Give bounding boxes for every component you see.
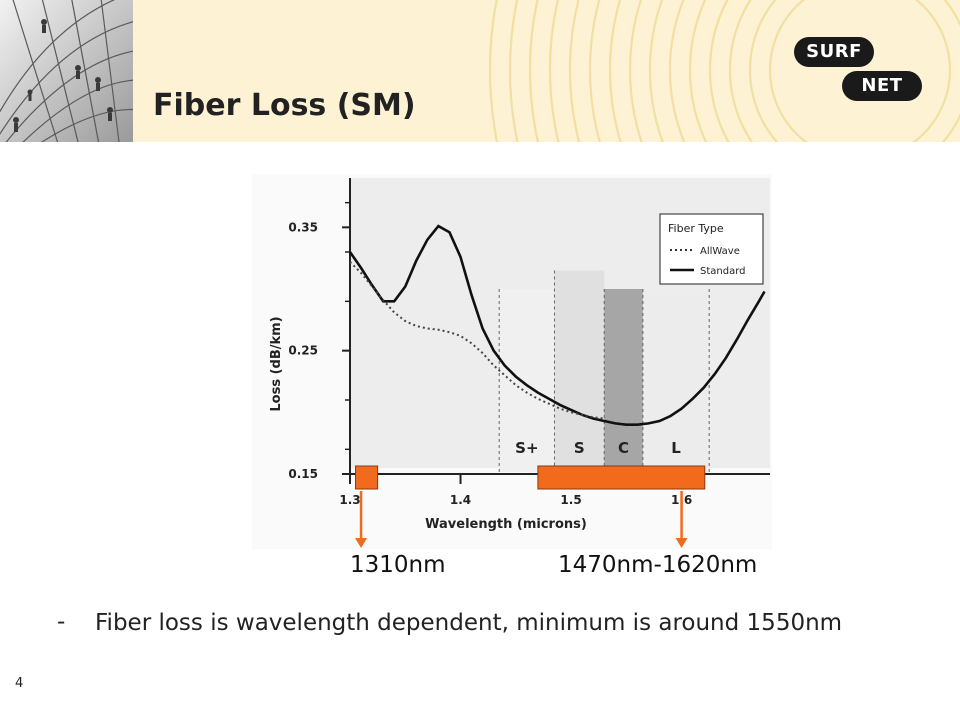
legend-title: Fiber Type [668, 222, 724, 235]
legend-box [659, 213, 764, 285]
bullet-text: Fiber loss is wavelength dependent, mini… [95, 610, 843, 636]
band-label-l: L [671, 439, 681, 457]
label-1310nm: 1310nm [350, 552, 446, 578]
series-line-allwave [349, 261, 605, 420]
band-label-s-plus: S+ [515, 439, 538, 457]
header-banner: Fiber Loss (SM) SURF NET [0, 0, 960, 142]
legend-label-allwave: AllWave [700, 246, 740, 257]
y-tick-label: 0.25 [288, 344, 318, 358]
band-layer: S+ S C L [498, 270, 710, 474]
band-c [604, 289, 643, 472]
legend-label-standard: Standard [700, 266, 746, 277]
bullet-marker: - [57, 609, 66, 635]
series-layer [348, 224, 766, 426]
chart-legend: Fiber Type AllWave Standard [659, 213, 764, 285]
decorative-rings [489, 0, 960, 142]
logo-text-bottom: NET [842, 71, 922, 101]
surfnet-logo: SURF NET [794, 33, 924, 105]
page-number: 4 [15, 676, 24, 691]
label-1470-1620nm: 1470nm-1620nm [558, 552, 758, 578]
slide-title: Fiber Loss (SM) [153, 88, 416, 123]
marker-bar-1470-1620 [537, 465, 706, 490]
marker-arrow-head-1470-1620 [675, 538, 688, 548]
band-s-plus [499, 289, 555, 472]
band-label-c: C [618, 439, 629, 457]
header-photo [0, 0, 133, 142]
logo-text-top: SURF [794, 37, 874, 67]
band-l [642, 289, 710, 472]
marker-arrow-head-1310 [355, 538, 368, 548]
band-s [554, 270, 605, 472]
marker-bar-1310 [355, 465, 379, 490]
y-axis-label: Loss (dB/km) [269, 316, 284, 411]
fiber-loss-chart: S+SCL 1.31.41.51.60.350.250.15 Fiber Typ… [252, 174, 772, 549]
header-photo-graphic [0, 0, 133, 142]
x-tick-label: 1.3 [339, 493, 360, 507]
y-tick-label: 0.15 [288, 467, 318, 481]
x-tick-label: 1.5 [560, 493, 581, 507]
band-label-s: S [574, 439, 585, 457]
series-line-standard [348, 224, 766, 426]
x-tick-label: 1.4 [450, 493, 471, 507]
wavelength-markers [355, 465, 706, 548]
x-axis-label: Wavelength (microns) [425, 517, 587, 532]
y-tick-label: 0.35 [288, 220, 318, 234]
